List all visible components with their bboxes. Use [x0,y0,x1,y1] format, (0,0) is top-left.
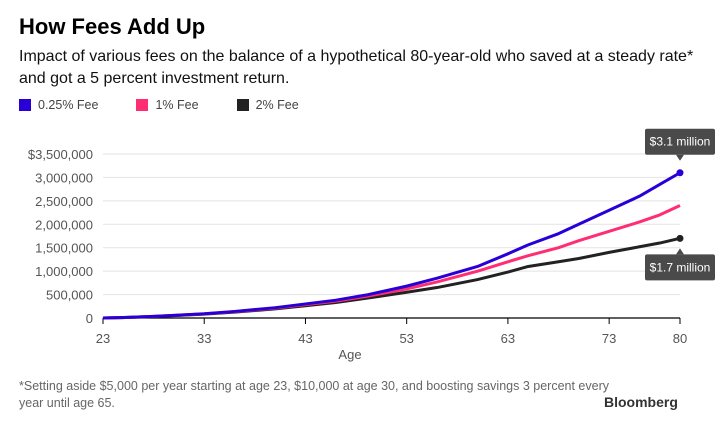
y-tick-label: 1,500,000 [35,241,93,256]
annotation-box [645,128,715,155]
annotation-pointer [676,248,684,255]
legend: 0.25% Fee 1% Fee 2% Fee [19,98,337,112]
annotation-label: $1.7 million [650,260,711,274]
annotation-box [645,254,715,281]
x-tick-label: 73 [602,331,616,346]
y-tick-label: $3,500,000 [28,147,93,162]
annotation-pointer [676,154,684,161]
series-line-0 [102,171,681,320]
series-line-1 [102,204,681,320]
bloomberg-logo: Bloomberg [604,394,678,410]
chart-subtitle: Impact of various fees on the balance of… [19,48,694,87]
legend-label: 1% Fee [155,98,199,112]
end-point-marker [676,169,684,177]
y-tick-label: 500,000 [46,288,93,303]
x-tick-label: 33 [197,331,211,346]
legend-label: 2% Fee [255,98,299,112]
legend-swatch [136,99,149,111]
series-line-2 [102,236,681,320]
legend-swatch [19,99,31,111]
legend-item: 0.25% Fee [19,98,98,112]
chart-title: How Fees Add Up [19,14,206,39]
x-tick-label: 80 [673,331,687,346]
y-tick-label: 1,000,000 [35,264,93,279]
footnote: *Setting aside $5,000 per year starting … [19,379,609,410]
legend-label: 0.25% Fee [38,98,99,112]
legend-item: 1% Fee [136,98,199,112]
y-tick-label: 2,500,000 [35,194,93,209]
x-tick-label: 23 [96,331,110,346]
legend-item: 2% Fee [236,98,299,112]
y-tick-label: 0 [86,311,93,326]
x-axis-label: Age [338,347,361,362]
x-tick-label: 43 [298,331,312,346]
legend-swatch [236,99,249,111]
x-tick-label: 63 [501,331,515,346]
y-tick-label: 3,000,000 [35,170,93,185]
annotation-label: $3.1 million [650,135,711,149]
x-tick-label: 53 [399,331,413,346]
end-point-marker [676,234,684,242]
y-tick-label: 2,000,000 [35,217,93,232]
